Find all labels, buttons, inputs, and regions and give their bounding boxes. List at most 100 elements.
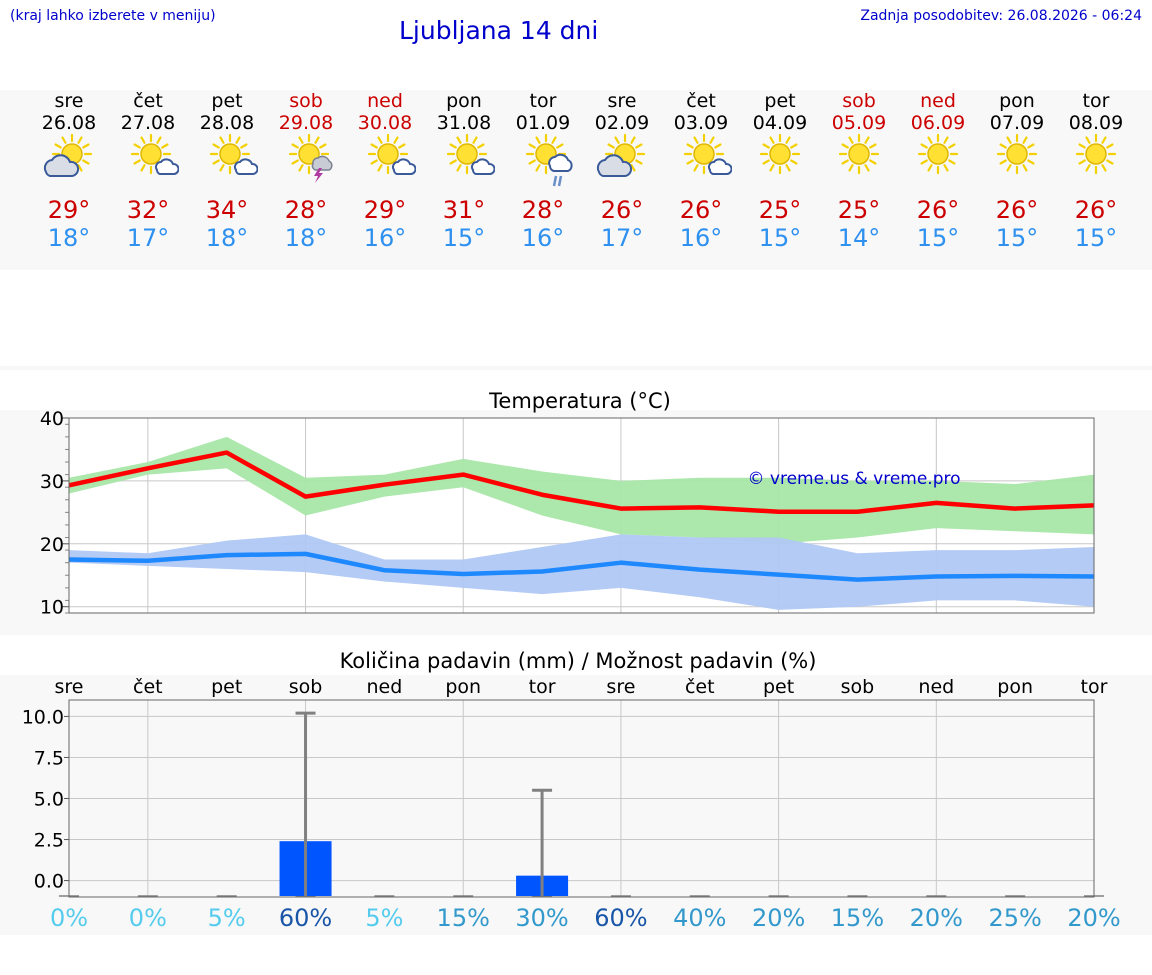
day-date: 07.09	[989, 112, 1045, 134]
day-date: 27.08	[120, 112, 176, 134]
temperature-line	[68, 551, 1095, 582]
x-category-label: ned	[918, 676, 954, 698]
y-tick-label: 0.0	[34, 871, 64, 893]
region-menu-hint: (kraj lahko izberete v meniju)	[10, 8, 216, 24]
day-date: 04.09	[752, 112, 808, 134]
day-date: 08.09	[1068, 112, 1124, 134]
day-name: čet	[686, 90, 716, 112]
chart-title: Količina padavin (mm) / Možnost padavin …	[340, 649, 817, 673]
min-temperature: 18°	[284, 224, 328, 252]
min-temperature: 17°	[126, 224, 170, 252]
sun-thunder-icon	[288, 133, 333, 183]
day-name: čet	[133, 90, 163, 112]
max-temperature: 26°	[679, 196, 723, 224]
x-category-label: pon	[997, 676, 1033, 698]
x-category-label: sob	[841, 676, 875, 698]
max-temperature: 29°	[47, 196, 91, 224]
precipitation-probability-label: 40%	[673, 904, 727, 932]
sun-icon	[1075, 133, 1117, 175]
precipitation-probability-label: 25%	[988, 904, 1042, 932]
day-name: ned	[920, 90, 956, 112]
sun-small-cloud-icon	[209, 133, 258, 175]
day-name: pon	[446, 90, 482, 112]
min-temperature: 17°	[600, 224, 644, 252]
uncertainty-band	[69, 534, 1094, 610]
sun-icon	[996, 133, 1038, 175]
precipitation-probability-label: 30%	[515, 904, 569, 932]
y-tick-label: 40	[40, 408, 64, 430]
plot-frame	[68, 417, 1095, 614]
day-date: 03.09	[673, 112, 729, 134]
precipitation-probability-label: 15%	[830, 904, 885, 932]
sun-small-cloud-icon	[446, 133, 495, 175]
day-date: 01.09	[515, 112, 571, 134]
x-category-label: sre	[55, 676, 84, 698]
sun-icon	[838, 133, 880, 175]
precipitation-probability-label: 20%	[1067, 904, 1121, 932]
x-category-label: sre	[606, 676, 635, 698]
day-date: 28.08	[199, 112, 255, 134]
day-name: sob	[842, 90, 876, 112]
precipitation-probability-label: 0%	[49, 904, 89, 932]
min-temperature: 15°	[758, 224, 802, 252]
x-category-label: pet	[763, 676, 794, 698]
sun-cloud-rain-icon	[525, 133, 573, 187]
max-temperature: 26°	[995, 196, 1039, 224]
min-temperature: 15°	[442, 224, 486, 252]
day-date: 26.08	[41, 112, 97, 134]
precipitation-probability-label: 60%	[594, 904, 648, 932]
y-tick-label: 10.0	[22, 706, 64, 728]
y-tick-label: 10	[40, 597, 64, 619]
min-temperature: 16°	[521, 224, 565, 252]
plot-frame	[68, 699, 1095, 898]
min-temperature: 15°	[916, 224, 960, 252]
day-date: 02.09	[594, 112, 650, 134]
x-category-label: čet	[133, 676, 163, 698]
x-category-label: pet	[211, 676, 242, 698]
precipitation-probability-label: 60%	[278, 904, 333, 932]
x-category-label: čet	[685, 676, 715, 698]
y-tick-label: 2.5	[34, 830, 64, 852]
max-temperature: 26°	[600, 196, 644, 224]
max-temperature: 28°	[284, 196, 328, 224]
max-temperature: 34°	[205, 196, 249, 224]
watermark-text: © vreme.us & vreme.pro	[747, 469, 960, 489]
day-name: pet	[764, 90, 796, 112]
sun-cloud-icon	[596, 133, 646, 177]
last-update-text: Zadnja posodobitev: 26.08.2026 - 06:24	[860, 8, 1142, 24]
x-category-label: tor	[529, 676, 556, 698]
x-category-label: ned	[366, 676, 402, 698]
precipitation-probability-label: 5%	[365, 904, 404, 932]
precipitation-probability-label: 0%	[128, 904, 167, 932]
y-tick-label: 20	[40, 534, 64, 556]
temperature-chart: 10 20 30 40 Temperatura (°C) © vreme.us & vre…	[40, 389, 1095, 619]
day-name: pon	[999, 90, 1035, 112]
sun-icon	[759, 133, 801, 175]
min-temperature: 15°	[995, 224, 1039, 252]
y-tick-label: 5.0	[34, 789, 64, 811]
day-date: 06.09	[910, 112, 966, 134]
day-name: sre	[607, 90, 637, 112]
min-temperature: 18°	[47, 224, 91, 252]
precipitation-probability-label: 20%	[751, 904, 806, 932]
precipitation-probability-label: 5%	[207, 904, 246, 932]
day-name: sob	[289, 90, 323, 112]
y-tick-label: 7.5	[34, 747, 64, 769]
precipitation-probability-label: 15%	[436, 904, 490, 932]
uncertainty-band	[69, 436, 1094, 544]
day-date: 30.08	[357, 112, 413, 134]
x-category-label: pon	[445, 676, 481, 698]
daily-forecast-panel: sre 26.08 29° 18° čet 27.08 32° 17° pet 28.08 34° 1…	[0, 90, 1152, 270]
max-temperature: 25°	[758, 196, 802, 224]
max-temperature: 26°	[916, 196, 960, 224]
day-name: tor	[529, 90, 557, 112]
min-temperature: 14°	[837, 224, 881, 252]
min-temperature: 16°	[363, 224, 407, 252]
divider	[0, 366, 1152, 370]
min-temperature: 16°	[679, 224, 723, 252]
page-title: Ljubljana 14 dni	[399, 16, 599, 45]
max-temperature: 32°	[126, 196, 170, 224]
max-temperature: 28°	[521, 196, 565, 224]
sun-small-cloud-icon	[367, 133, 416, 175]
precipitation-probability-label: 20%	[909, 904, 963, 932]
